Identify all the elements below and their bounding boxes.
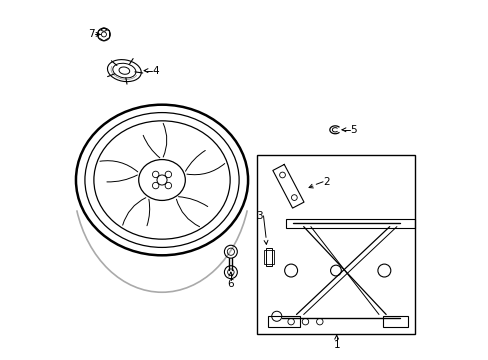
Bar xyxy=(267,316,300,327)
Text: 5: 5 xyxy=(349,125,356,135)
Text: 1: 1 xyxy=(333,340,339,350)
Text: 6: 6 xyxy=(227,279,234,289)
Text: 4: 4 xyxy=(152,66,159,76)
Bar xyxy=(382,316,407,327)
Bar xyxy=(265,248,272,266)
Bar xyxy=(285,220,414,228)
Bar xyxy=(257,155,414,334)
Bar xyxy=(264,250,273,264)
Text: 3: 3 xyxy=(256,211,263,221)
Text: 7: 7 xyxy=(87,30,94,39)
Text: 2: 2 xyxy=(323,177,329,187)
